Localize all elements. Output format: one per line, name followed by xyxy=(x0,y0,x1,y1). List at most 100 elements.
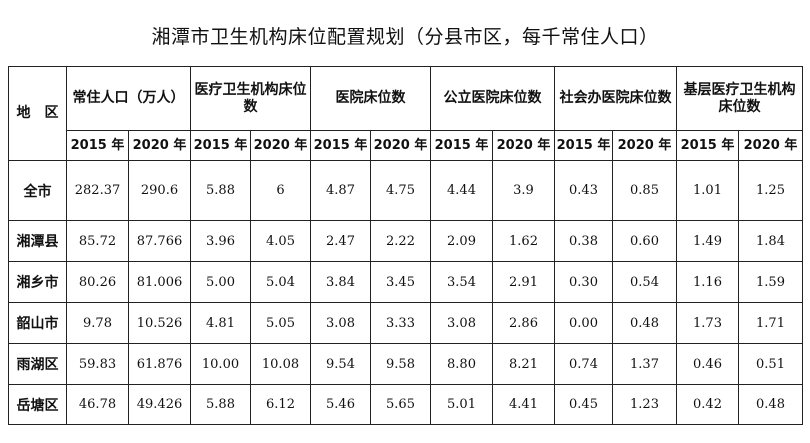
data-cell: 5.46 xyxy=(310,384,371,425)
data-cell: 1.23 xyxy=(612,384,677,425)
bed-allocation-table: 地 区 常住人口（万人） 医疗卫生机构床位数 医院床位数 公立医院床位数 社会办… xyxy=(8,66,803,425)
data-cell: 5.05 xyxy=(250,302,311,344)
data-cell: 4.87 xyxy=(310,160,371,221)
data-cell: 1.84 xyxy=(738,220,803,262)
group-header-medical-beds: 医疗卫生机构床位数 xyxy=(190,66,311,131)
data-cell: 8.21 xyxy=(492,343,555,385)
data-cell: 0.46 xyxy=(676,343,739,385)
data-cell: 9.58 xyxy=(370,343,431,385)
data-cell: 3.08 xyxy=(310,302,371,344)
year-header: 2015 年 xyxy=(310,130,371,161)
data-cell: 2.22 xyxy=(370,220,431,262)
data-cell: 8.80 xyxy=(430,343,493,385)
region-header: 地 区 xyxy=(8,66,67,161)
data-cell: 2.47 xyxy=(310,220,371,262)
year-header: 2020 年 xyxy=(370,130,431,161)
data-cell: 0.54 xyxy=(612,261,677,303)
data-cell: 0.42 xyxy=(676,384,739,425)
data-cell: 9.78 xyxy=(66,302,129,344)
data-cell: 61.876 xyxy=(128,343,191,385)
data-cell: 4.81 xyxy=(190,302,251,344)
data-cell: 87.766 xyxy=(128,220,191,262)
data-cell: 4.41 xyxy=(492,384,555,425)
data-cell: 0.85 xyxy=(612,160,677,221)
year-header: 2015 年 xyxy=(66,130,129,161)
data-cell: 1.49 xyxy=(676,220,739,262)
data-cell: 46.78 xyxy=(66,384,129,425)
data-cell: 0.74 xyxy=(554,343,613,385)
data-cell: 1.59 xyxy=(738,261,803,303)
year-header: 2015 年 xyxy=(430,130,493,161)
data-cell: 3.84 xyxy=(310,261,371,303)
data-cell: 5.04 xyxy=(250,261,311,303)
data-cell: 2.91 xyxy=(492,261,555,303)
table-row: 岳塘区 46.78 49.426 5.88 6.12 5.46 5.65 5.0… xyxy=(8,384,803,425)
header-row-years: 2015 年 2020 年 2015 年 2020 年 2015 年 2020 … xyxy=(9,130,803,161)
data-cell: 0.00 xyxy=(554,302,613,344)
data-cell: 80.26 xyxy=(66,261,129,303)
year-header: 2020 年 xyxy=(738,130,803,161)
data-cell: 3.33 xyxy=(370,302,431,344)
data-cell: 5.65 xyxy=(370,384,431,425)
header-row-groups: 地 区 常住人口（万人） 医疗卫生机构床位数 医院床位数 公立医院床位数 社会办… xyxy=(8,66,803,161)
data-cell: 10.08 xyxy=(250,343,311,385)
region-cell: 韶山市 xyxy=(8,302,67,344)
data-cell: 3.54 xyxy=(430,261,493,303)
year-header: 2015 年 xyxy=(190,130,251,161)
data-cell: 6 xyxy=(250,160,311,221)
data-cell: 2.09 xyxy=(430,220,493,262)
table-row: 湘乡市 80.26 81.006 5.00 5.04 3.84 3.45 3.5… xyxy=(8,261,803,303)
data-cell: 3.96 xyxy=(190,220,251,262)
data-cell: 282.37 xyxy=(66,160,129,221)
data-cell: 1.25 xyxy=(738,160,803,221)
region-cell: 湘乡市 xyxy=(8,261,67,303)
data-cell: 0.45 xyxy=(554,384,613,425)
group-header-primary-care-beds: 基层医疗卫生机构床位数 xyxy=(676,66,803,131)
data-cell: 3.9 xyxy=(492,160,555,221)
table-row: 湘潭县 85.72 87.766 3.96 4.05 2.47 2.22 2.0… xyxy=(8,220,803,262)
data-cell: 5.88 xyxy=(190,160,251,221)
data-cell: 0.60 xyxy=(612,220,677,262)
data-cell: 0.48 xyxy=(612,302,677,344)
data-cell: 1.71 xyxy=(738,302,803,344)
data-cell: 290.6 xyxy=(128,160,191,221)
data-cell: 1.37 xyxy=(612,343,677,385)
data-cell: 4.44 xyxy=(430,160,493,221)
data-cell: 10.526 xyxy=(128,302,191,344)
region-cell: 雨湖区 xyxy=(8,343,67,385)
data-cell: 0.38 xyxy=(554,220,613,262)
data-cell: 9.54 xyxy=(310,343,371,385)
group-header-hospital-beds: 医院床位数 xyxy=(310,66,431,131)
year-header: 2020 年 xyxy=(492,130,555,161)
group-header-population: 常住人口（万人） xyxy=(66,66,191,131)
data-cell: 1.73 xyxy=(676,302,739,344)
table-row: 全市 282.37 290.6 5.88 6 4.87 4.75 4.44 3.… xyxy=(8,160,803,221)
data-cell: 0.30 xyxy=(554,261,613,303)
data-cell: 81.006 xyxy=(128,261,191,303)
year-header: 2015 年 xyxy=(554,130,613,161)
data-cell: 59.83 xyxy=(66,343,129,385)
region-cell: 湘潭县 xyxy=(8,220,67,262)
group-header-public-hospital-beds: 公立医院床位数 xyxy=(430,66,555,131)
region-cell: 全市 xyxy=(8,160,67,221)
data-cell: 2.86 xyxy=(492,302,555,344)
data-cell: 1.62 xyxy=(492,220,555,262)
data-cell: 3.08 xyxy=(430,302,493,344)
data-cell: 10.00 xyxy=(190,343,251,385)
data-cell: 0.43 xyxy=(554,160,613,221)
region-cell: 岳塘区 xyxy=(8,384,67,425)
data-cell: 5.00 xyxy=(190,261,251,303)
page-title: 湘潭市卫生机构床位配置规划（分县市区，每千常住人口） xyxy=(151,26,659,48)
table-row: 韶山市 9.78 10.526 4.81 5.05 3.08 3.33 3.08… xyxy=(8,302,803,344)
data-cell: 0.51 xyxy=(738,343,803,385)
group-header-private-hospital-beds: 社会办医院床位数 xyxy=(554,66,677,131)
year-header: 2020 年 xyxy=(250,130,311,161)
data-cell: 85.72 xyxy=(66,220,129,262)
data-cell: 49.426 xyxy=(128,384,191,425)
data-cell: 5.01 xyxy=(430,384,493,425)
year-header: 2020 年 xyxy=(128,130,191,161)
data-cell: 4.75 xyxy=(370,160,431,221)
data-cell: 4.05 xyxy=(250,220,311,262)
data-cell: 5.88 xyxy=(190,384,251,425)
data-cell: 6.12 xyxy=(250,384,311,425)
